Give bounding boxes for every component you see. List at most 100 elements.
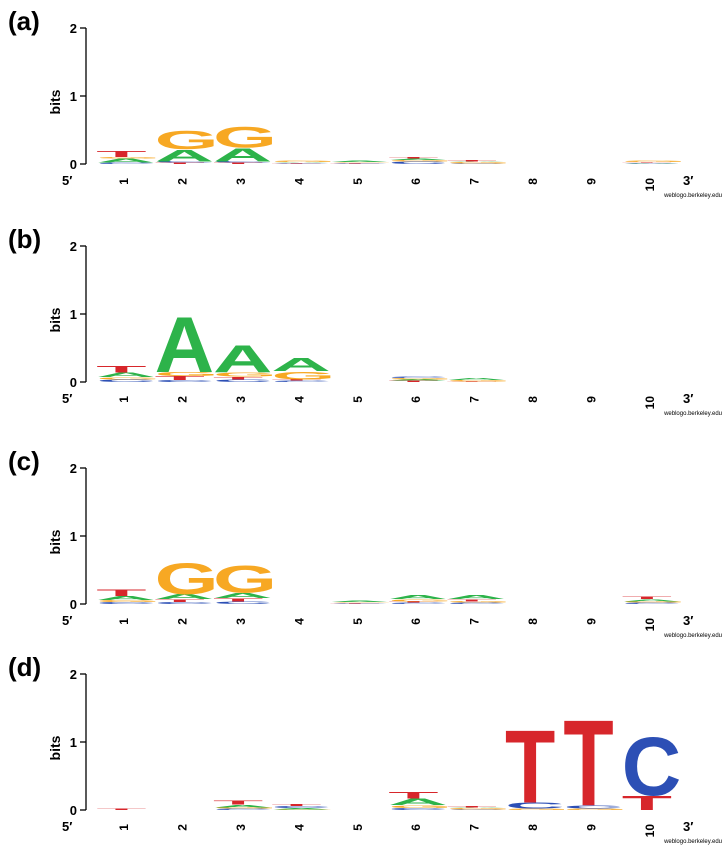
logo-letter-a: A (96, 158, 155, 164)
logo-letter-t: T (330, 163, 380, 164)
logo-letter-a: A (447, 377, 506, 380)
logo-letter-t: T (388, 790, 439, 800)
position-label: 10 (643, 618, 657, 632)
y-tick-label: 2 (70, 21, 77, 36)
position-label: 5 (351, 396, 365, 403)
position-label: 3 (234, 178, 248, 185)
logo-letter-c: C (388, 376, 447, 378)
position-label: 7 (468, 178, 482, 185)
logo-letter-t: T (622, 791, 673, 814)
logo-letter-c: C (330, 162, 389, 163)
position-label: 4 (292, 618, 306, 625)
logo-letter-g: G (213, 558, 277, 601)
five-prime-label: 5′ (62, 613, 72, 628)
logo-letter-a: A (388, 797, 447, 807)
panel-label: (b) (8, 224, 41, 254)
position-label: 6 (409, 824, 423, 831)
y-tick-label: 0 (70, 375, 77, 390)
y-tick-label: 2 (70, 461, 77, 476)
logo-letter-g: G (388, 805, 452, 809)
logo-letter-a: A (330, 600, 389, 602)
logo-letter-a: A (213, 338, 272, 381)
logo-letter-g: G (622, 601, 686, 603)
y-axis-title: bits (47, 89, 63, 114)
position-label: 8 (526, 396, 540, 403)
logo-letter-g: G (271, 809, 335, 810)
three-prime-label: 3′ (683, 613, 693, 628)
three-prime-label: 3′ (683, 819, 693, 834)
logo-letter-c: C (155, 161, 214, 163)
position-label: 5 (351, 824, 365, 831)
position-label: 2 (176, 178, 190, 185)
position-label: 4 (292, 396, 306, 403)
logo-letter-c: C (213, 379, 272, 383)
logo-letter-g: G (96, 157, 160, 159)
logo-letter-a: A (271, 162, 330, 163)
y-tick-label: 0 (70, 803, 77, 818)
logo-letter-c: C (388, 602, 447, 604)
position-label: 4 (292, 178, 306, 185)
logo-letter-g: G (271, 160, 335, 162)
logo-letter-g: G (213, 122, 277, 155)
position-label: 10 (643, 178, 657, 192)
logo-letter-t: T (622, 162, 672, 163)
logo-letter-t: T (388, 380, 438, 382)
logo-letter-t: T (388, 157, 438, 159)
logo-letter-t: T (96, 150, 147, 159)
logo-letter-a: A (155, 301, 214, 389)
logo-letter-g: G (330, 162, 394, 163)
position-label: 8 (526, 824, 540, 831)
logo-letter-c: C (505, 801, 564, 810)
position-label: 9 (584, 178, 598, 185)
position-label: 4 (292, 824, 306, 831)
logo-letter-t: T (155, 162, 205, 164)
logo-letter-g: G (447, 380, 511, 382)
logo-letter-a: A (330, 160, 389, 162)
logo-letter-t: T (271, 163, 321, 164)
logo-letter-c: C (271, 805, 330, 808)
logo-letter-a: A (271, 808, 330, 810)
logo-letter-c: C (213, 808, 272, 810)
logo-letter-c: C (271, 162, 330, 163)
weblogo-credit: weblogo.berkeley.edu (663, 633, 722, 639)
panel-label: (d) (8, 652, 41, 682)
logo-panel-1: (a)012bits5′CAGT1TCAG2TCAG3TCAG4TCGA5CGA… (8, 6, 722, 199)
logo-letter-g: G (155, 126, 219, 154)
three-prime-label: 3′ (683, 391, 693, 406)
logo-letter-a: A (447, 161, 506, 162)
position-label: 6 (409, 396, 423, 403)
logo-letter-a: A (388, 594, 447, 600)
panel-label: (a) (8, 6, 40, 36)
position-label: 7 (468, 618, 482, 625)
five-prime-label: 5′ (62, 819, 72, 834)
logo-letter-g: G (213, 372, 277, 378)
logo-letter-g: G (563, 808, 627, 810)
logo-letter-a: A (155, 146, 214, 165)
logo-letter-g: G (213, 807, 277, 809)
logo-letter-a: A (271, 354, 330, 375)
logo-letter-a: A (213, 804, 272, 808)
logo-letter-t: T (213, 597, 263, 602)
position-label: 1 (117, 618, 131, 625)
logo-letter-a: A (388, 379, 447, 381)
logo-letter-c: C (447, 163, 506, 164)
position-label: 1 (117, 178, 131, 185)
logo-letter-c: C (447, 602, 506, 604)
y-tick-label: 2 (70, 239, 77, 254)
position-label: 1 (117, 396, 131, 403)
y-tick-label: 1 (70, 529, 77, 544)
logo-letter-c: C (622, 163, 681, 164)
logo-letter-g: G (622, 160, 686, 162)
logo-letter-t: T (271, 379, 321, 381)
logo-letter-a: A (622, 599, 681, 602)
position-label: 5 (351, 178, 365, 185)
weblogo-credit: weblogo.berkeley.edu (663, 411, 722, 417)
logo-letter-c: C (563, 804, 622, 809)
logo-letter-t: T (96, 808, 146, 810)
logo-letter-t: T (447, 160, 497, 162)
position-label: 5 (351, 618, 365, 625)
logo-letter-c: C (213, 161, 272, 163)
logo-letter-c: C (622, 602, 681, 604)
